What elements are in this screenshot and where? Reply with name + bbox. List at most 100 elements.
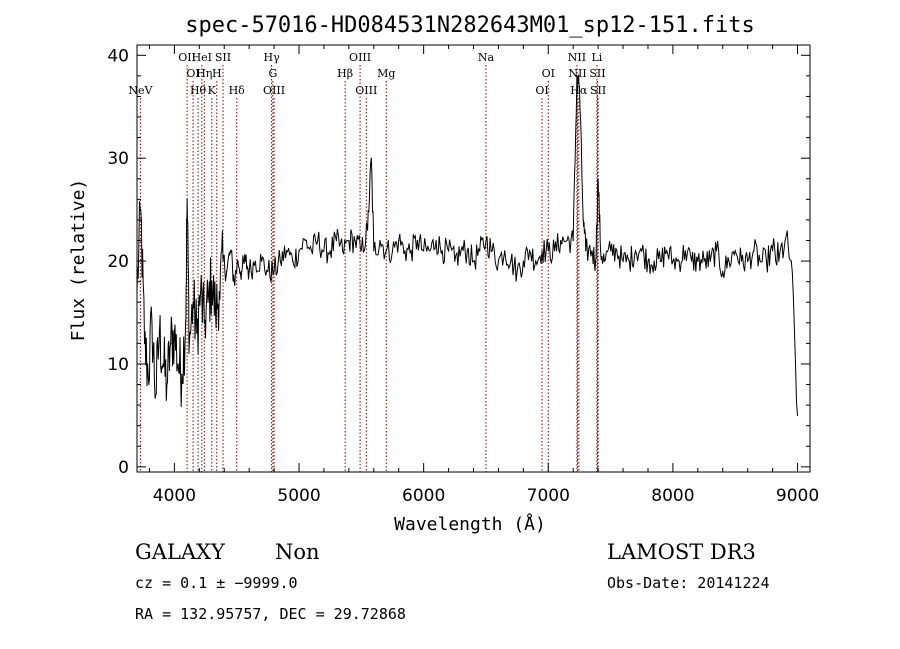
spectrum-point: [244, 260, 246, 262]
emission-line-label: Hγ: [264, 51, 281, 64]
emission-line-label: NII: [568, 51, 586, 64]
spectrum-point: [595, 260, 597, 262]
spectrum-point: [703, 260, 705, 262]
subclass-label: Non: [275, 540, 320, 564]
spectrum-point: [691, 260, 693, 262]
spectrum-point: [207, 301, 209, 303]
spectrum-point: [666, 250, 668, 252]
emission-line-label: Hδ: [229, 84, 246, 97]
emission-line-label: OI: [186, 67, 199, 80]
survey-label: LAMOST DR3: [607, 540, 756, 564]
emission-line-label: Li: [591, 51, 602, 64]
spectrum-point: [591, 250, 593, 252]
spectrum-point: [214, 311, 217, 314]
spectrum-point: [317, 239, 319, 242]
emission-line-label: Hθ: [190, 84, 207, 97]
redshift-label: cz = 0.1 ± −9999.0: [135, 574, 298, 592]
spectrum-point: [279, 260, 281, 262]
spectrum-point: [740, 260, 743, 262]
spectrum-point: [147, 373, 149, 375]
spectrum-point: [136, 291, 138, 293]
spectrum-point: [566, 239, 568, 242]
emission-line-label: OI: [542, 67, 555, 80]
spectrum-point: [790, 260, 792, 262]
spectrum-point: [329, 250, 331, 252]
chart-title: spec-57016-HD084531N282643M01_sp12-151.f…: [185, 13, 755, 38]
spectrum-point: [192, 301, 194, 303]
emission-line-label: OIII: [349, 51, 371, 64]
obs-date-label: Obs-Date: 20141224: [607, 574, 770, 592]
spectrum-point: [360, 250, 362, 252]
spectrum-point: [491, 250, 493, 252]
spectrum-point: [672, 260, 674, 262]
spectrum-point: [454, 260, 456, 262]
spectrum-point: [547, 250, 549, 252]
spectrum-point: [304, 239, 306, 242]
y-axis-label: Flux (relative): [68, 179, 89, 342]
emission-line-label: OI: [535, 84, 548, 97]
y-tick-label: 10: [107, 355, 129, 375]
emission-line-label: OIII: [263, 84, 285, 97]
spectrum-point: [529, 250, 531, 252]
emission-line-markers: [139, 65, 599, 472]
spectrum-point: [472, 260, 475, 262]
x-tick-label: 5000: [277, 486, 320, 506]
emission-line-label: NeV: [128, 84, 153, 97]
spectrum-point: [254, 260, 256, 262]
spectrum-point: [504, 250, 506, 252]
spectrum-point: [177, 363, 179, 365]
emission-line-label: OIII: [355, 84, 377, 97]
spectrum-point: [185, 322, 187, 324]
spectrum-point: [348, 239, 350, 242]
spectrum-point: [143, 342, 146, 344]
emission-line-label: Hη: [196, 67, 212, 80]
coordinates-label: RA = 132.95757, DEC = 29.72868: [135, 605, 406, 623]
spectrum-point: [697, 260, 699, 262]
spectrum-point: [342, 250, 344, 252]
spectrum-point: [722, 270, 724, 272]
spectrum-point: [398, 239, 400, 242]
spectrum-point: [410, 250, 412, 252]
y-tick-label: 30: [107, 149, 129, 169]
x-tick-label: 4000: [153, 486, 196, 506]
spectrum-point: [429, 250, 431, 252]
spectrum-point: [335, 239, 337, 242]
spectrum-point: [560, 239, 562, 242]
axis-ticks: 4000 5000 6000 7000 8000 9000 0 10 20 30 40: [107, 45, 819, 506]
spectrum-point: [734, 250, 736, 252]
spectrum-point: [541, 250, 543, 252]
spectrum-point: [641, 250, 643, 252]
spectrum-point: [796, 414, 799, 416]
spectrum-point: [298, 250, 300, 252]
spectrum-point: [765, 260, 768, 262]
spectrum-point: [628, 260, 630, 262]
spectrum-point: [273, 270, 275, 272]
spectrum-point: [155, 394, 157, 396]
emission-line-label: NII: [568, 67, 586, 80]
spectrum-point: [267, 270, 269, 272]
emission-line-label: Mg: [377, 67, 395, 80]
spectrum-point: [441, 250, 443, 252]
emission-line-label: SII: [590, 84, 606, 97]
spectrum-point: [747, 260, 749, 262]
spectrum-point: [753, 250, 755, 252]
spectrum-point: [170, 342, 172, 344]
spectrum-point: [622, 260, 624, 262]
spectrum-point: [140, 209, 142, 211]
spectrum-point: [151, 322, 153, 324]
spectrum-point: [466, 250, 468, 252]
spectrum-point: [435, 239, 437, 242]
spectrum-point: [158, 332, 160, 334]
y-tick-label: 20: [107, 252, 129, 272]
spectrum-point: [634, 250, 637, 252]
spectrum-point: [173, 332, 175, 334]
y-tick-label: 40: [107, 46, 129, 66]
spectrum-point: [709, 260, 711, 262]
spectrum-point: [715, 250, 718, 252]
emission-line-label: OII: [178, 51, 196, 64]
spectrum-point: [391, 250, 394, 252]
spectrum-point: [196, 332, 198, 334]
spectrum-point: [616, 250, 618, 252]
x-axis-label: Wavelength (Å): [394, 513, 546, 535]
